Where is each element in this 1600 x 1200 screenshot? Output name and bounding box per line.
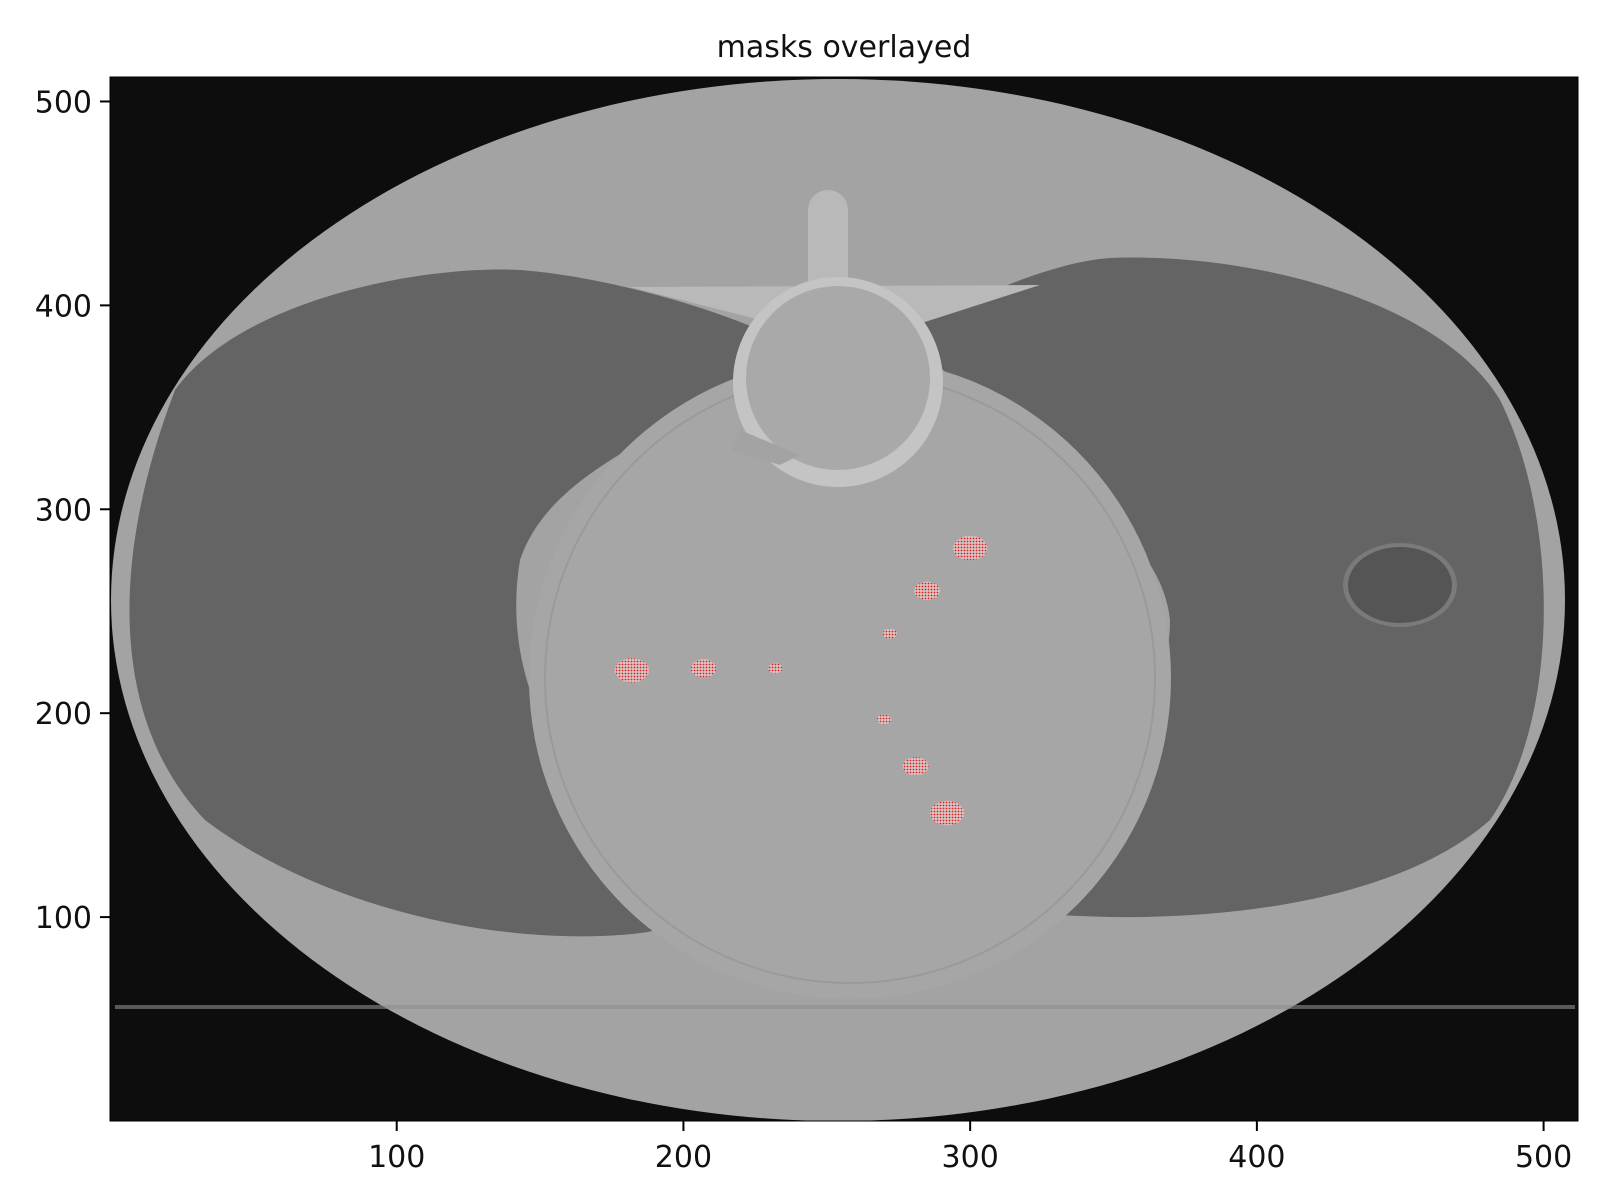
mask-region xyxy=(930,800,965,826)
vertebral-core xyxy=(746,286,930,470)
mask-region xyxy=(690,659,717,678)
spinous-process xyxy=(808,190,848,300)
ct-image xyxy=(110,77,1578,1121)
x-tick-label: 400 xyxy=(1228,1140,1285,1175)
mask-region xyxy=(902,757,929,776)
neck-left xyxy=(730,430,800,465)
plot-title: masks overlayed xyxy=(716,30,972,65)
y-tick-label: 200 xyxy=(35,697,92,732)
mask-region xyxy=(882,628,898,639)
couch-band xyxy=(115,1005,1575,1009)
axes-frame xyxy=(109,76,1579,1122)
mask-region xyxy=(614,658,650,683)
right-lung xyxy=(905,257,1544,918)
x-tick-label: 500 xyxy=(1515,1140,1572,1175)
x-tick-label: 300 xyxy=(942,1140,999,1175)
mask-region xyxy=(876,714,892,725)
mask-region xyxy=(768,663,783,674)
y-tick-label: 400 xyxy=(35,289,92,324)
y-tick-label: 500 xyxy=(35,85,92,120)
x-axis: 100 200 300 400 500 xyxy=(368,1121,1572,1175)
y-tick-label: 100 xyxy=(35,901,92,936)
lung-insert xyxy=(1348,547,1452,623)
central-disc xyxy=(529,357,1171,999)
mask-overlays xyxy=(614,535,988,826)
y-axis: 100 200 300 400 500 xyxy=(35,85,110,936)
mask-region xyxy=(952,535,988,561)
x-tick-label: 100 xyxy=(368,1140,425,1175)
y-tick-label: 300 xyxy=(35,493,92,528)
mask-region xyxy=(914,581,941,601)
x-tick-label: 200 xyxy=(655,1140,712,1175)
left-lung xyxy=(129,269,760,937)
